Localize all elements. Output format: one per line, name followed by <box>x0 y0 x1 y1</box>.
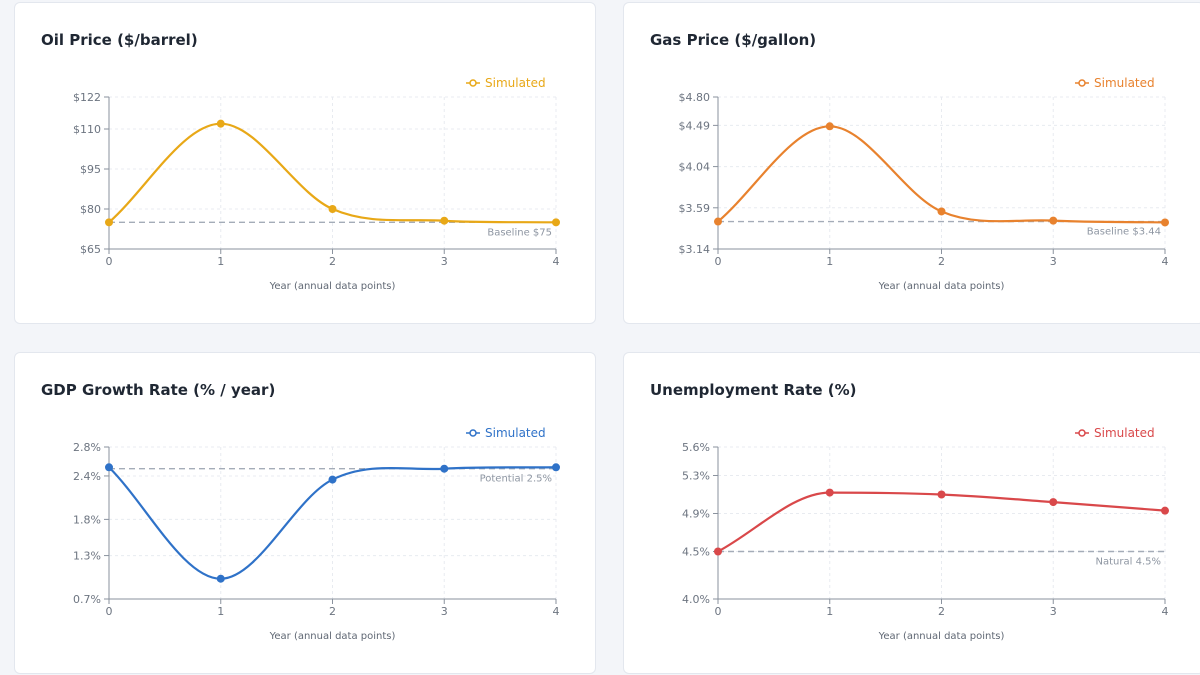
x-tick-label: 3 <box>1050 255 1057 268</box>
data-point <box>714 547 722 556</box>
data-point <box>825 122 834 131</box>
y-tick-label: 0.7% <box>73 593 101 606</box>
y-tick-label: 1.3% <box>73 550 101 563</box>
legend-label: Simulated <box>1094 76 1155 90</box>
data-point <box>105 218 113 227</box>
y-tick-label: 1.8% <box>73 513 101 526</box>
x-tick-label: 0 <box>715 255 722 268</box>
unemployment-card: Unemployment Rate (%) 4.0% 4.5% 4.9% 5.3% 5.… <box>623 352 1200 674</box>
y-tick-label: $3.59 <box>679 202 711 215</box>
y-tick-label: 2.8% <box>73 441 101 454</box>
legend-label: Simulated <box>1094 426 1155 440</box>
x-tick-label: 2 <box>329 605 336 618</box>
legend-marker <box>1078 79 1086 87</box>
y-tick-label: $4.04 <box>679 161 711 174</box>
legend-label: Simulated <box>485 426 546 440</box>
y-tick-label: 2.4% <box>73 470 101 483</box>
x-axis-title: Year (annual data points) <box>269 281 396 292</box>
x-tick-label: 1 <box>217 255 224 268</box>
x-tick-label: 1 <box>217 605 224 618</box>
y-tick-label: $4.80 <box>679 91 711 104</box>
x-tick-label: 0 <box>106 605 113 618</box>
series-line <box>717 125 1166 224</box>
x-tick-label: 2 <box>938 255 945 268</box>
reference-line-label: Baseline $3.44 <box>1087 227 1161 238</box>
reference-line-label: Potential 2.5% <box>480 474 552 485</box>
reference-line-label: Baseline $75 <box>487 227 552 238</box>
x-tick-label: 4 <box>553 255 560 268</box>
y-tick-label: $95 <box>80 163 101 176</box>
y-tick-label: $3.14 <box>679 243 711 256</box>
x-tick-label: 2 <box>938 605 945 618</box>
x-tick-label: 1 <box>826 255 833 268</box>
data-point <box>105 463 113 472</box>
data-point <box>937 490 946 499</box>
data-point <box>552 218 560 227</box>
oil-price-chart: $65 $80 $95 $110 $122 0 1 2 3 4 Year (annual data … <box>73 76 560 292</box>
data-point <box>440 464 449 473</box>
x-tick-label: 1 <box>826 605 833 618</box>
data-point <box>440 216 449 225</box>
gdp-growth-chart: 0.7% 1.3% 1.8% 2.4% 2.8% 0 1 2 3 4 Year (annual da… <box>73 426 560 642</box>
x-tick-label: 3 <box>441 605 448 618</box>
data-point <box>216 119 225 128</box>
y-tick-label: $110 <box>73 123 101 136</box>
data-point <box>714 217 722 226</box>
x-tick-label: 4 <box>553 605 560 618</box>
chart-title: GDP Growth Rate (% / year) <box>41 381 276 399</box>
legend-marker <box>469 79 477 87</box>
x-tick-label: 4 <box>1162 255 1169 268</box>
data-point <box>1161 218 1169 227</box>
gas-price-chart: $3.14 $3.59 $4.04 $4.49 $4.80 0 1 2 3 4 Year (annu… <box>679 76 1169 292</box>
unemployment-chart: 4.0% 4.5% 4.9% 5.3% 5.6% 0 1 2 3 4 Year (annual da… <box>682 426 1169 642</box>
x-tick-label: 3 <box>1050 605 1057 618</box>
data-point <box>1049 498 1058 507</box>
data-point <box>328 205 337 213</box>
x-tick-label: 0 <box>106 255 113 268</box>
y-tick-label: 5.3% <box>682 470 710 483</box>
legend-marker <box>469 429 477 437</box>
x-tick-label: 4 <box>1162 605 1169 618</box>
data-point <box>328 475 337 484</box>
y-tick-label: 4.9% <box>682 508 710 521</box>
x-tick-label: 2 <box>329 255 336 268</box>
data-point <box>552 463 560 472</box>
x-axis-title: Year (annual data points) <box>878 281 1005 292</box>
chart-title: Oil Price ($/barrel) <box>41 31 198 49</box>
x-axis-title: Year (annual data points) <box>878 631 1005 642</box>
data-point <box>1161 506 1169 515</box>
data-point <box>216 574 225 583</box>
x-axis-title: Year (annual data points) <box>269 631 396 642</box>
data-point <box>1049 216 1058 225</box>
chart-title: Gas Price ($/gallon) <box>650 31 817 49</box>
oil-price-card: Oil Price ($/barrel) $65 $80 $95 $110 $122 0 1… <box>14 2 596 324</box>
series-line <box>108 122 557 224</box>
y-tick-label: 5.6% <box>682 441 710 454</box>
legend-marker <box>1078 429 1086 437</box>
y-tick-label: $80 <box>80 203 101 216</box>
y-tick-label: 4.5% <box>682 546 710 559</box>
y-tick-label: $65 <box>80 243 101 256</box>
y-tick-label: $4.49 <box>679 119 711 132</box>
series-line <box>108 466 557 580</box>
data-point <box>825 488 834 497</box>
x-tick-label: 3 <box>441 255 448 268</box>
reference-line-label: Natural 4.5% <box>1096 557 1161 568</box>
x-tick-label: 0 <box>715 605 722 618</box>
gas-price-card: Gas Price ($/gallon) $3.14 $3.59 $4.04 $4.4… <box>623 2 1200 324</box>
gdp-growth-card: GDP Growth Rate (% / year) 0.7% 1.3% 1.8% 2… <box>14 352 596 674</box>
data-point <box>937 207 946 216</box>
chart-title: Unemployment Rate (%) <box>650 381 857 399</box>
legend-label: Simulated <box>485 76 546 90</box>
y-tick-label: $122 <box>73 91 101 104</box>
y-tick-label: 4.0% <box>682 593 710 606</box>
